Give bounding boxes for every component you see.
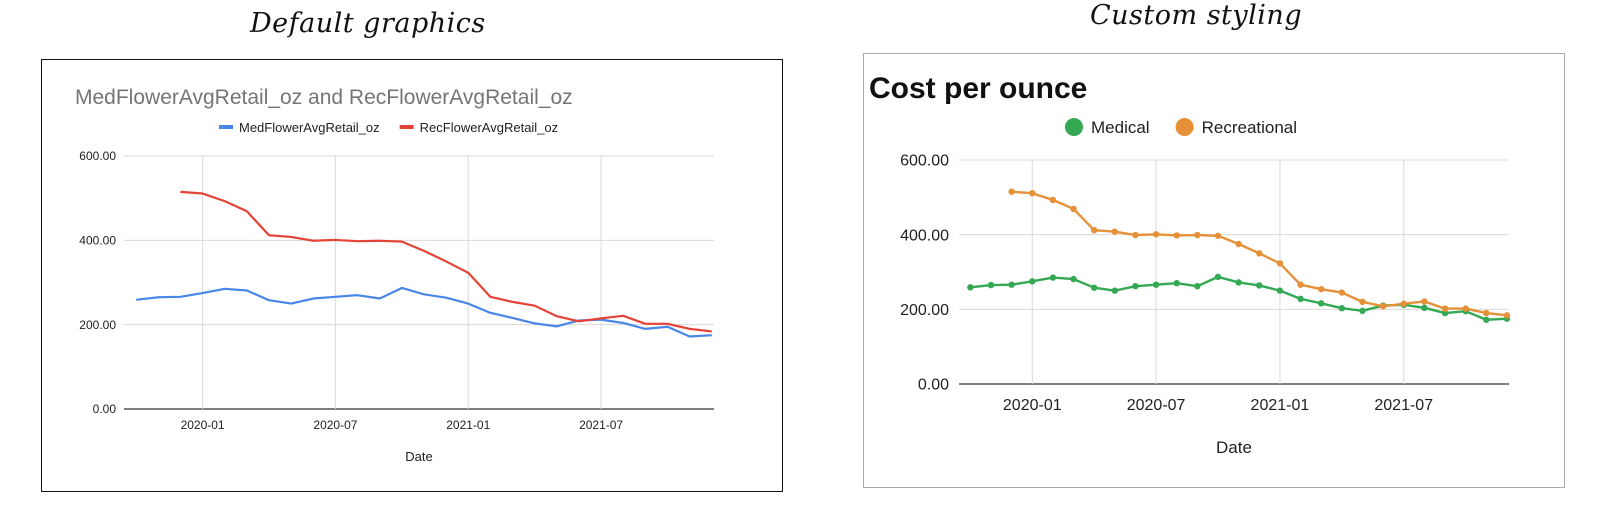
y-tick-label: 400.00 [900,227,949,244]
data-point [1462,305,1469,312]
y-tick-label: 400.00 [79,234,116,248]
data-point [1111,228,1119,235]
data-point [1359,307,1366,315]
legend-label: MedFlowerAvgRetail_oz [239,120,380,135]
series-line [136,286,712,338]
data-point [1338,305,1346,312]
data-point [1276,287,1284,294]
legend-label: Recreational [1202,118,1297,137]
chart-default-frame: MedFlowerAvgRetail_oz and RecFlowerAvgRe… [41,59,783,492]
x-tick-label: 2020-07 [1127,397,1186,414]
y-tick-label: 200.00 [900,302,949,319]
data-point [1132,231,1139,239]
x-axis-title: Date [1216,438,1252,457]
legend-label: RecFlowerAvgRetail_oz [420,120,559,135]
data-point [1503,312,1511,319]
x-tick-label: 2021-01 [446,418,490,432]
data-point [1111,287,1119,294]
x-tick-label: 2020-01 [181,418,225,432]
caption-default-graphics: Default graphics [250,8,486,39]
data-point [1483,316,1490,323]
legend-marker [219,125,233,129]
data-point [1070,205,1077,213]
series-line [180,190,712,333]
data-point [1297,281,1304,288]
data-point [1297,295,1304,303]
data-point [1421,298,1428,305]
chart-custom-frame: Cost per ounce 0.00 200.00 400.00 600.00 2020… [863,53,1565,488]
data-point [987,281,995,289]
data-point [1049,196,1057,204]
data-point [1421,304,1428,312]
data-point [1194,282,1201,290]
y-tick-label: 0.00 [918,377,949,394]
data-point [1379,303,1387,310]
legend-marker [399,125,414,129]
data-point [967,284,974,291]
legend-marker [1175,118,1194,137]
data-point [1214,273,1222,281]
y-tick-label: 600.00 [79,149,116,163]
data-point [1214,232,1222,239]
y-tick-label: 600.00 [900,153,949,170]
data-point [1152,231,1160,238]
data-point [1090,284,1098,291]
x-tick-label: 2021-07 [579,418,623,432]
y-tick-label: 0.00 [93,402,117,416]
data-point [1235,279,1242,286]
data-point [1400,300,1407,307]
chart-default-svg: MedFlowerAvgRetail_oz and RecFlowerAvgRe… [75,86,714,464]
data-point [1132,282,1139,290]
x-tick-label: 2020-01 [1003,397,1062,414]
data-point [1256,250,1263,257]
data-point [1173,280,1180,287]
data-point [1235,240,1242,248]
x-tick-label: 2021-01 [1251,397,1310,414]
data-point [1029,190,1036,197]
x-tick-label: 2021-07 [1374,397,1433,414]
data-point [1276,260,1284,267]
data-point [1049,274,1057,281]
data-point [1317,300,1325,307]
chart-custom-svg: Cost per ounce 0.00 200.00 400.00 600.00 2020… [869,72,1511,457]
data-point [1483,309,1490,317]
data-point [1441,305,1449,312]
data-point [1152,281,1160,288]
data-point [1029,278,1036,285]
caption-custom-styling: Custom styling [1090,0,1303,31]
data-point [1008,188,1015,195]
data-point [1359,298,1366,306]
x-tick-label: 2020-07 [313,418,357,432]
chart-title: MedFlowerAvgRetail_oz and RecFlowerAvgRe… [75,86,573,109]
chart-title: Cost per ounce [869,72,1087,105]
legend-marker [1065,118,1083,137]
legend-label: Medical [1091,118,1150,137]
data-point [1090,226,1098,234]
data-point [1008,281,1015,288]
data-point [1317,285,1325,293]
data-point [1070,275,1077,283]
data-point [1173,232,1180,239]
data-point [1338,289,1346,296]
data-point [1441,309,1449,317]
y-tick-label: 200.00 [79,318,116,332]
data-point [1194,231,1201,239]
data-point [1256,282,1263,289]
x-axis-title: Date [405,449,432,464]
